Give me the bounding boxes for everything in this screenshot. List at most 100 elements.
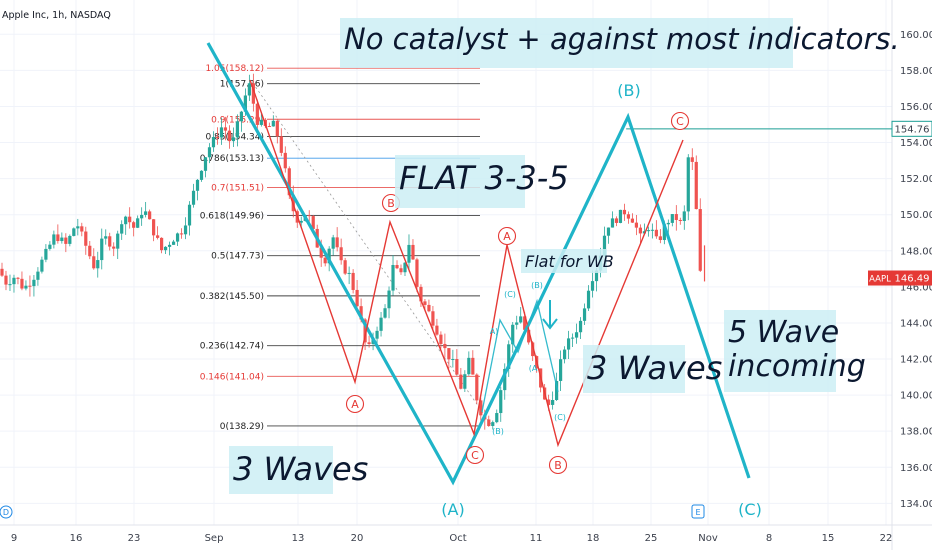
headline-note: No catalyst + against most indicators.	[344, 22, 900, 56]
last-price-tag	[892, 270, 932, 286]
candle-body	[447, 348, 451, 360]
candles	[0, 73, 706, 430]
candle-body	[156, 235, 160, 238]
candle-body	[411, 244, 415, 260]
x-tick-label: 22	[880, 533, 893, 544]
candle-body	[175, 233, 180, 242]
candle-body	[467, 357, 471, 375]
candle-body	[419, 286, 423, 302]
candle-body	[666, 222, 670, 225]
candle-body	[32, 279, 36, 287]
candle-body	[104, 236, 108, 239]
candle-body	[323, 257, 327, 264]
candle-body	[427, 304, 431, 312]
candle-body	[670, 214, 674, 223]
fib-level-label: 0(138.29)	[220, 422, 264, 432]
circle-label-c: C	[471, 449, 479, 462]
circle-label-c-ring	[465, 445, 485, 465]
symbol-tag	[868, 270, 892, 286]
y-tick-label: 156.00	[900, 102, 932, 113]
candle-body	[64, 237, 68, 244]
candle-body	[259, 119, 263, 125]
candle-body	[594, 270, 599, 282]
fib-level-label: 0.7(151.51)	[211, 183, 264, 193]
circle-label-a: A	[351, 398, 359, 411]
y-tick-label: 146.00	[900, 282, 932, 293]
candle-body	[239, 111, 243, 122]
y-tick-label: 152.00	[900, 174, 932, 185]
candle-body	[527, 329, 531, 343]
candle-body	[439, 334, 443, 344]
wave-overlays: B A A C B C (A) (B) (C) (B) (C) A) (B) (C) (A D E	[0, 42, 892, 519]
wave-teal-line	[206, 42, 751, 486]
candle-body	[347, 272, 351, 274]
waves-mid-note: 3 Waves	[587, 349, 722, 387]
y-tick-label: 138.00	[900, 427, 932, 438]
fib-level-label: 0.618(149.96)	[200, 211, 264, 221]
candle-body	[28, 285, 32, 287]
x-tick-label: 18	[587, 533, 600, 544]
candle-body	[0, 268, 4, 276]
waves-left-note: 3 Waves	[233, 450, 368, 488]
candle-body	[698, 209, 702, 271]
candle-body	[36, 271, 40, 280]
candle-body	[646, 230, 650, 232]
fib-trend-line	[252, 82, 492, 425]
candle-body	[407, 244, 411, 263]
candle-body	[140, 214, 144, 219]
candle-body	[375, 330, 379, 339]
wave-label-b: (B)	[617, 81, 640, 100]
candle-body	[435, 325, 439, 335]
candle-body	[523, 316, 527, 330]
candle-body	[363, 319, 367, 343]
candle-body	[614, 218, 619, 223]
candle-body	[287, 168, 291, 196]
candle-body	[20, 278, 24, 289]
circle-label-c2: C	[676, 115, 684, 128]
circle-label-c2-ring	[670, 111, 690, 131]
candle-body	[578, 320, 583, 333]
candle-body	[227, 130, 232, 142]
candle-body	[44, 248, 48, 260]
candle-body	[267, 126, 271, 128]
candle-body	[507, 344, 511, 369]
candle-body	[531, 342, 535, 357]
y-tick-label: 136.00	[900, 463, 932, 474]
candle-body	[582, 308, 587, 321]
candle-body	[148, 211, 152, 220]
candle-body	[48, 244, 52, 249]
candle-body	[211, 136, 216, 148]
candle-body	[630, 218, 635, 223]
circle-label-a2: A	[503, 230, 511, 243]
candle-body	[243, 95, 247, 112]
candle-body	[586, 290, 591, 309]
candle-body	[367, 342, 371, 344]
fib-level-label: 0.786(153.13)	[200, 154, 264, 164]
candle-body	[215, 136, 220, 138]
x-tick-label: 23	[128, 533, 141, 544]
x-tick-label: 9	[11, 533, 17, 544]
candle-body	[255, 103, 259, 125]
wave-red-line	[249, 79, 684, 448]
candle-body	[551, 400, 555, 405]
fib-level-label: 0.236(142.74)	[200, 342, 264, 352]
candle-body	[128, 216, 132, 223]
fib-retracement: 1.05(158.12)1(157.26)0.9(155.29)0.85(154…	[200, 64, 492, 432]
y-axis: 160.00 158.00 156.00 154.00 152.00 150.00 148.…	[868, 30, 932, 510]
symbol-tag-label: AAPL	[869, 275, 891, 285]
candle-body	[191, 190, 196, 205]
candle-body	[76, 226, 80, 229]
candle-body	[618, 209, 623, 223]
candle-body	[515, 322, 519, 325]
candle-body	[626, 214, 631, 219]
candle-body	[391, 265, 395, 291]
candle-body	[610, 218, 615, 228]
candle-body	[319, 247, 323, 258]
candle-body	[686, 157, 690, 212]
candle-body	[331, 237, 335, 249]
candle-body	[455, 359, 459, 375]
headline-note-bg	[340, 18, 793, 68]
marker-e: E	[695, 508, 700, 517]
